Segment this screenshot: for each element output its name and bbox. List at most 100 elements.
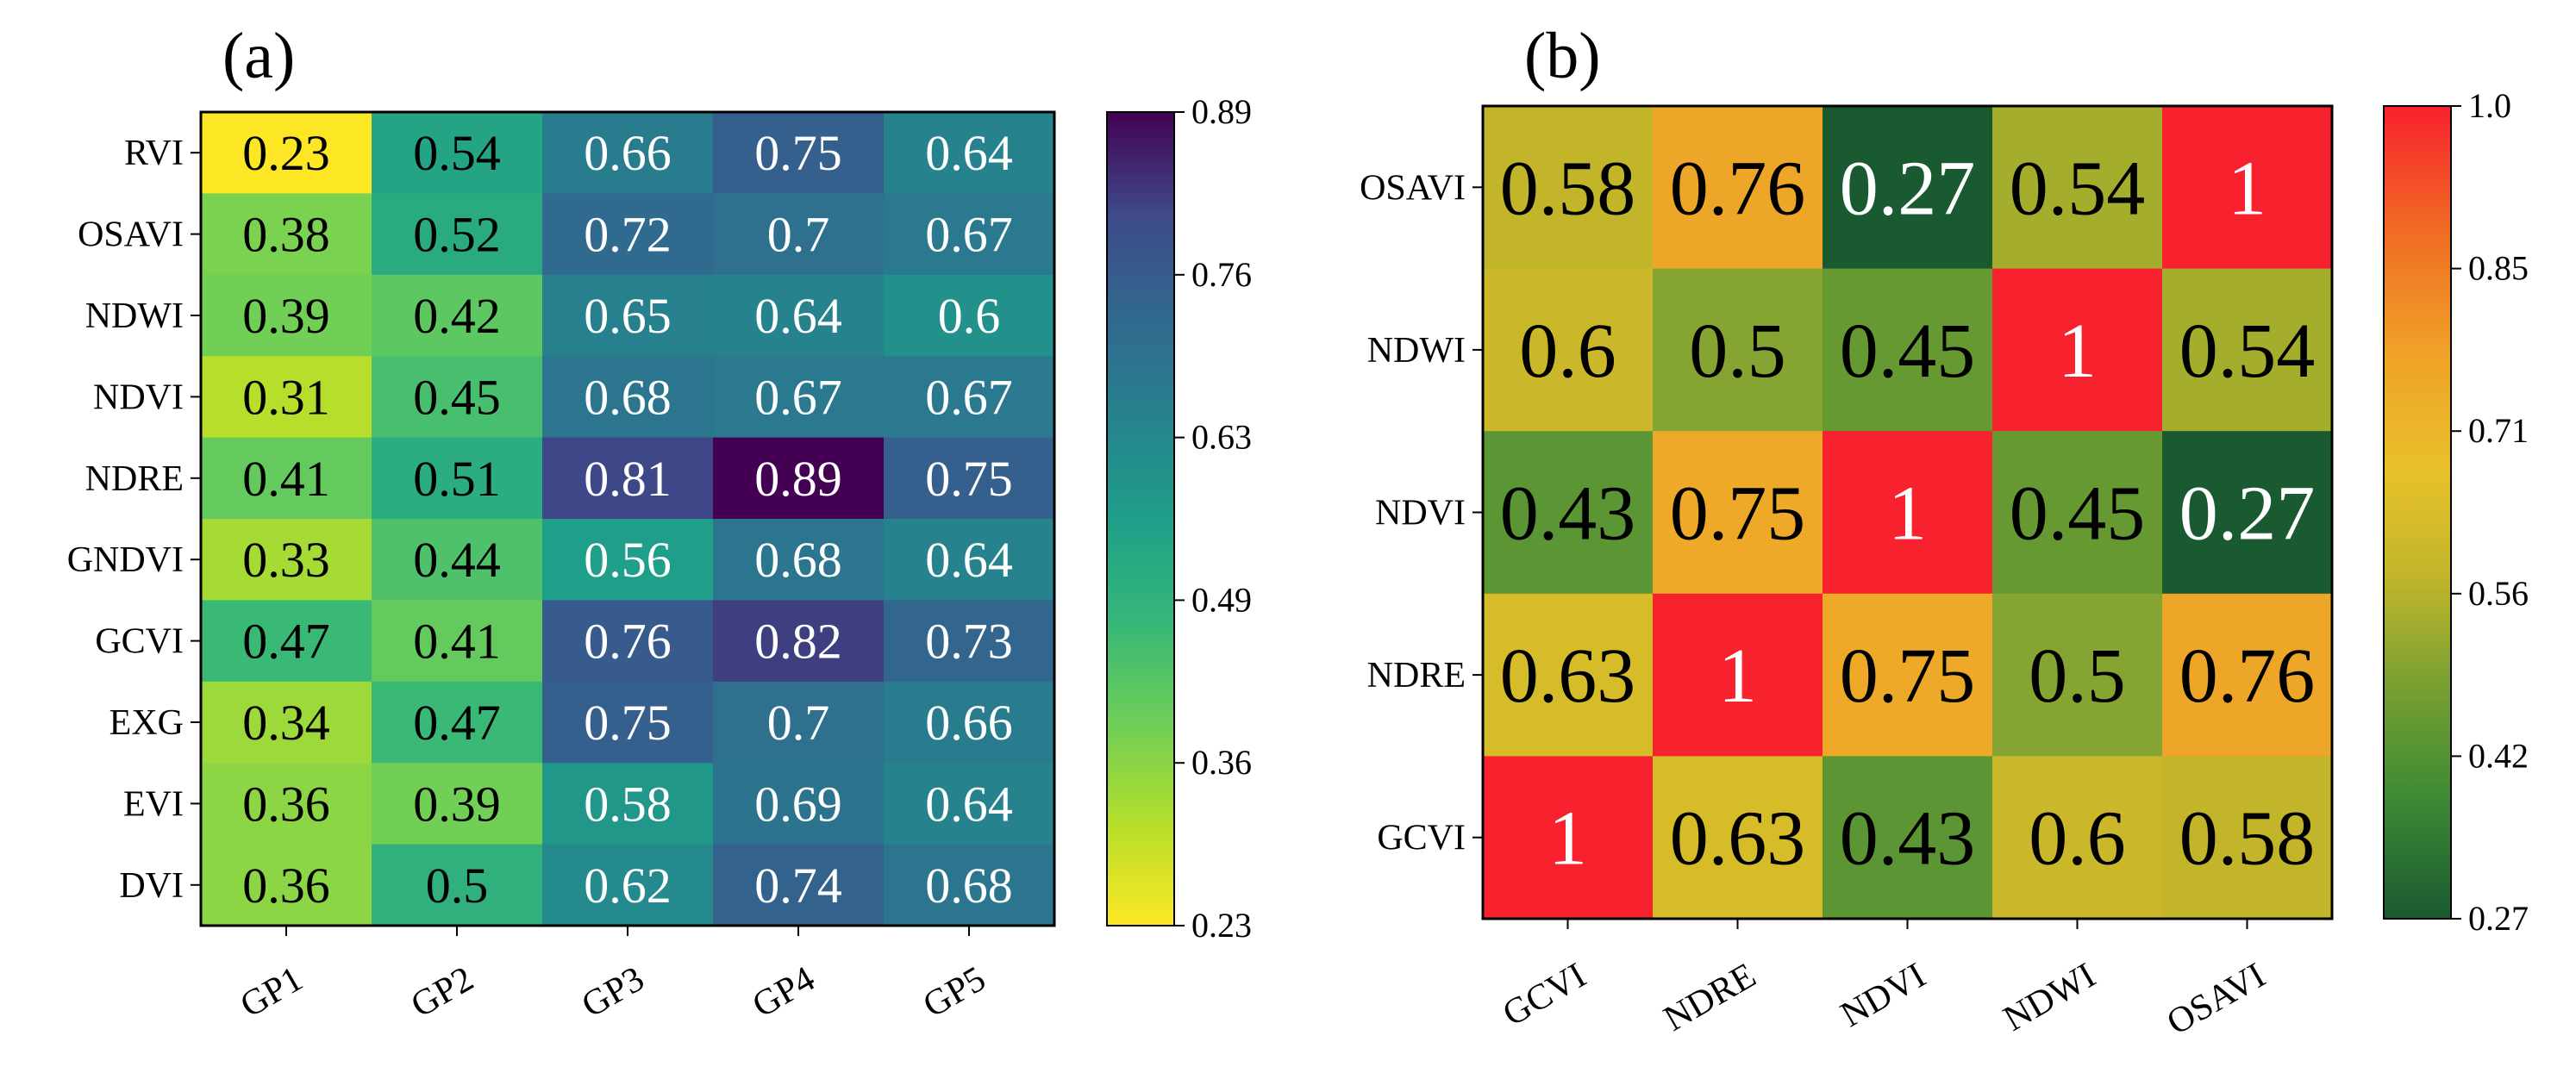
colorbar-tick-label: 1.0 (2468, 86, 2511, 125)
cell-value-label: 0.5 (426, 858, 489, 914)
heatmap-cell (884, 193, 1055, 276)
heatmap-cell (713, 844, 885, 926)
heatmap-cell (372, 193, 543, 276)
panel-b: (b) 0.58 0.76 0.27 0.54 1 0.6 0.5 0.45 1 0.54 0.43… (1360, 20, 2529, 1043)
heatmap-cell (1992, 431, 2163, 595)
cell-value-label: 0.39 (413, 776, 501, 832)
y-tick-label: OSAVI (78, 215, 184, 255)
y-tick-label: NDRE (1367, 656, 1466, 696)
heatmap-cell (2162, 268, 2333, 432)
cell-value-label: 0.43 (1500, 471, 1636, 557)
cell-value-label: 0.6 (1519, 309, 1616, 394)
cell-value-label: 0.54 (2179, 309, 2316, 394)
y-tick-label: GCVI (1377, 819, 1466, 858)
colorbar-tick-label: 0.36 (1191, 743, 1252, 782)
heatmap-a-y-ticks: RVI OSAVI NDWI NDVI NDRE GNDVI GCVI EXG EVI DVI (67, 134, 201, 906)
y-tick-label: EXG (109, 703, 184, 743)
heatmap-cell (1653, 106, 1823, 270)
heatmap-cell (201, 519, 372, 601)
heatmap-cell (1653, 431, 1823, 595)
cell-value-label: 0.64 (754, 288, 842, 344)
cell-value-label: 0.67 (925, 369, 1013, 425)
cell-value-label: 0.43 (1840, 796, 1976, 882)
colorbar-tick-label: 0.76 (1191, 255, 1252, 294)
colorbar-tick-label: 0.89 (1191, 92, 1252, 131)
heatmap-cell (884, 274, 1055, 357)
heatmap-cell (201, 763, 372, 845)
cell-value-label: 0.42 (413, 288, 501, 344)
cell-value-label: 0.76 (2179, 633, 2316, 719)
heatmap-cell (542, 112, 714, 194)
cell-value-label: 0.62 (584, 858, 672, 914)
y-tick-label: DVI (119, 866, 184, 906)
heatmap-cell (1653, 756, 1823, 920)
heatmap-cell (1823, 431, 1993, 595)
panel-a-label: (a) (222, 20, 295, 92)
cell-value-label: 0.7 (767, 207, 830, 263)
cell-value-label: 0.63 (1500, 633, 1636, 719)
cell-value-label: 0.72 (584, 207, 672, 263)
cell-value-label: 0.76 (584, 614, 672, 670)
y-tick-label: GNDVI (67, 540, 184, 580)
cell-value-label: 0.63 (1670, 796, 1806, 882)
cell-value-label: 0.58 (2179, 796, 2316, 882)
cell-value-label: 1 (1888, 471, 1927, 557)
heatmap-cell (1823, 593, 1993, 757)
cell-value-label: 1 (1548, 796, 1587, 882)
cell-value-label: 0.64 (925, 125, 1013, 181)
heatmap-cell (884, 437, 1055, 520)
colorbar-a-ticks: 0.89 0.76 0.63 0.49 0.36 0.23 (1174, 92, 1252, 945)
heatmap-cell (372, 600, 543, 683)
heatmap-cell (884, 600, 1055, 683)
cell-value-label: 0.45 (1840, 309, 1976, 394)
cell-value-label: 0.47 (242, 614, 330, 670)
cell-value-label: 1 (1718, 633, 1757, 719)
cell-value-label: 0.56 (584, 532, 672, 588)
heatmap-a-x-ticks: GP1 GP2 GP3 GP4 GP5 (234, 926, 992, 1026)
cell-value-label: 0.75 (925, 451, 1013, 507)
cell-value-label: 0.5 (2029, 633, 2126, 719)
cell-value-label: 0.66 (925, 695, 1013, 751)
heatmap-cell (1483, 268, 1654, 432)
colorbar-tick-label: 0.27 (2468, 899, 2529, 938)
heatmap-cell (713, 112, 885, 194)
x-tick-label: GP3 (575, 959, 651, 1026)
y-tick-label: NDRE (85, 459, 184, 499)
heatmap-cell (1992, 593, 2163, 757)
cell-value-label: 0.89 (754, 451, 842, 507)
cell-value-label: 0.39 (242, 288, 330, 344)
cell-value-label: 0.65 (584, 288, 672, 344)
heatmap-cell (372, 437, 543, 520)
cell-value-label: 0.67 (754, 369, 842, 425)
heatmap-cell (201, 844, 372, 926)
panel-b-label: (b) (1524, 20, 1601, 92)
heatmap-cell (542, 681, 714, 764)
colorbar-tick-label: 0.49 (1191, 580, 1252, 619)
heatmap-cell (884, 112, 1055, 194)
x-tick-label: GP2 (404, 959, 480, 1026)
heatmap-a: 0.23 0.54 0.66 0.75 0.64 0.38 0.52 0.72 0.7 0.67 0… (201, 112, 1055, 926)
cell-value-label: 0.69 (754, 776, 842, 832)
heatmap-cell (2162, 756, 2333, 920)
heatmap-cell (1992, 756, 2163, 920)
heatmap-cell (542, 600, 714, 683)
heatmap-cell (372, 274, 543, 357)
cell-value-label: 0.5 (1689, 309, 1786, 394)
heatmap-cell (372, 112, 543, 194)
cell-value-label: 0.68 (925, 858, 1013, 914)
y-tick-label: RVI (124, 134, 184, 173)
cell-value-label: 0.36 (242, 776, 330, 832)
x-tick-label: GP4 (746, 959, 822, 1026)
colorbar-tick-label: 0.85 (2468, 249, 2529, 288)
colorbar-a: 0.89 0.76 0.63 0.49 0.36 0.23 (1106, 92, 1252, 945)
cell-value-label: 0.23 (242, 125, 330, 181)
heatmap-cell (713, 681, 885, 764)
heatmap-cell (372, 356, 543, 439)
colorbar-tick-label: 0.71 (2468, 411, 2529, 450)
heatmap-cell (1483, 756, 1654, 920)
heatmap-cell (542, 519, 714, 601)
heatmap-cell (372, 763, 543, 845)
heatmap-cell (1653, 268, 1823, 432)
cell-value-label: 1 (2228, 146, 2267, 231)
